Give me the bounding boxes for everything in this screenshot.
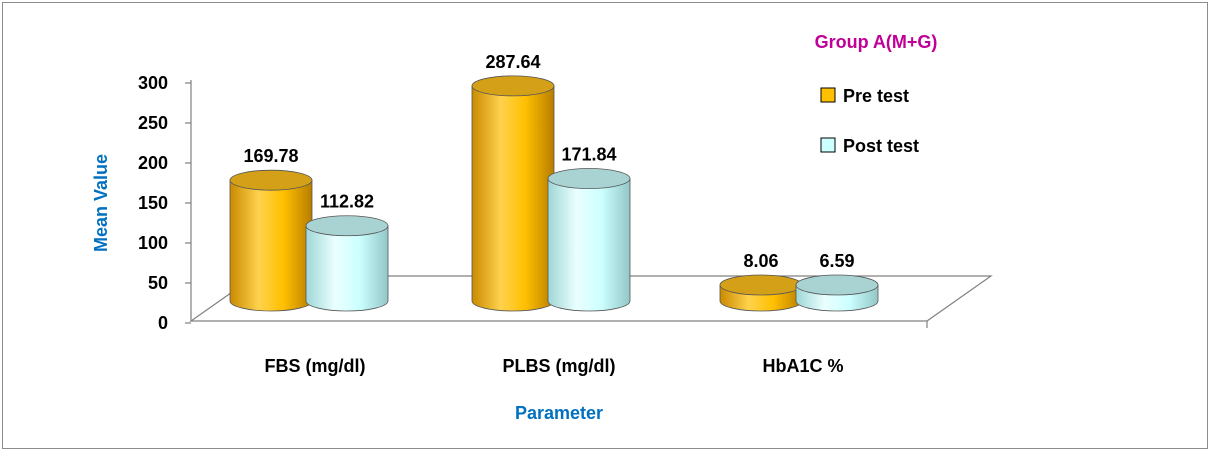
bar-body xyxy=(547,178,631,312)
y-tick-label: 200 xyxy=(138,153,168,173)
y-tick-label: 250 xyxy=(138,113,168,133)
y-tick-label: 300 xyxy=(138,73,168,93)
data-label-post-test-plbs: 171.84 xyxy=(561,145,616,165)
bar-body xyxy=(471,85,555,312)
bar-body xyxy=(229,179,313,312)
bar-top xyxy=(229,169,313,191)
data-label-post-test-hba1c: 6.59 xyxy=(819,251,854,271)
data-label-pre-test-hba1c: 8.06 xyxy=(743,251,778,271)
chart-frame: 0 50 100 150 200 250 300 Mean Value Parameter … xyxy=(2,2,1208,449)
bar-top xyxy=(719,274,803,296)
bar-top xyxy=(795,274,879,296)
y-axis-ticks: 0 50 100 150 200 250 300 xyxy=(138,73,191,333)
data-label-pre-test-plbs: 287.64 xyxy=(485,52,540,72)
bar-body xyxy=(305,225,389,312)
y-tick-label: 0 xyxy=(158,313,168,333)
data-label-pre-test-fbs: 169.78 xyxy=(243,146,298,166)
bar-top xyxy=(471,75,555,97)
bar-pre-test-plbs: 287.64 xyxy=(471,52,555,312)
bars-group: 169.78 287.64 8.06 112.82 171.84 6.59 xyxy=(229,52,879,312)
y-axis-title: Mean Value xyxy=(91,154,111,252)
category-label-hba1c: HbA1C % xyxy=(762,356,843,376)
bar-post-test-hba1c: 6.59 xyxy=(795,251,879,312)
bar-post-test-fbs: 112.82 xyxy=(305,192,389,312)
x-axis-title: Parameter xyxy=(515,403,603,423)
category-label-plbs: PLBS (mg/dl) xyxy=(503,356,616,376)
y-tick-label: 50 xyxy=(148,273,168,293)
legend: Group A(M+G) Pre test Post test xyxy=(815,32,938,156)
legend-label-pre-test: Pre test xyxy=(843,86,909,106)
bar-pre-test-hba1c: 8.06 xyxy=(719,251,803,312)
y-tick-label: 150 xyxy=(138,193,168,213)
y-tick-label: 100 xyxy=(138,233,168,253)
category-label-fbs: FBS (mg/dl) xyxy=(265,356,366,376)
bar-top xyxy=(305,215,389,237)
bar-top xyxy=(547,168,631,189)
bar-pre-test-fbs: 169.78 xyxy=(229,146,313,312)
legend-swatch-post-test xyxy=(820,137,836,153)
legend-title: Group A(M+G) xyxy=(815,32,938,52)
legend-label-post-test: Post test xyxy=(843,136,919,156)
legend-swatch-pre-test xyxy=(820,87,836,103)
data-label-post-test-fbs: 112.82 xyxy=(320,192,374,212)
bar-post-test-plbs: 171.84 xyxy=(547,145,631,312)
